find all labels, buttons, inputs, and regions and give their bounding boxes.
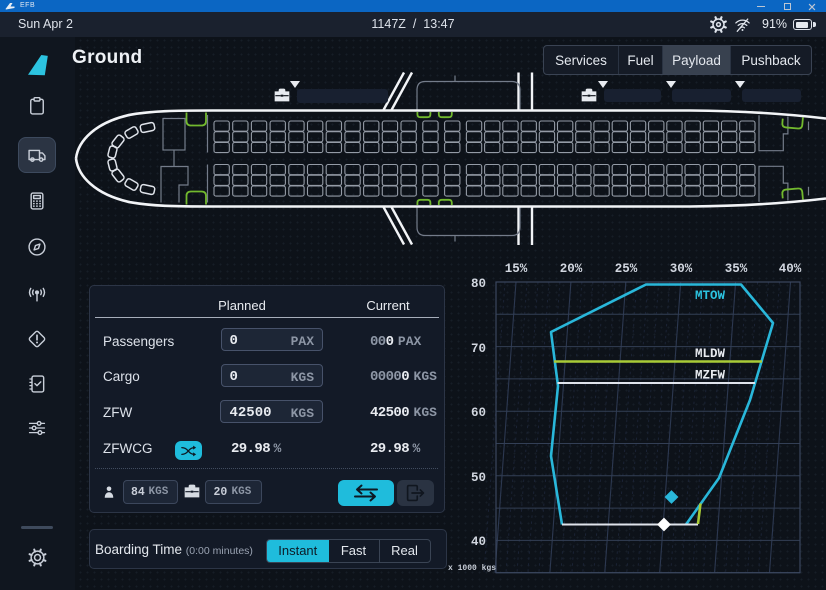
svg-text:MLDW: MLDW: [695, 347, 726, 361]
svg-text:35%: 35%: [725, 262, 748, 276]
svg-text:40%: 40%: [779, 262, 802, 276]
svg-text:20%: 20%: [560, 262, 583, 276]
svg-text:x 1000 kgs: x 1000 kgs: [448, 564, 496, 573]
svg-text:MTOW: MTOW: [695, 289, 726, 303]
svg-text:60: 60: [471, 406, 486, 420]
svg-text:MZFW: MZFW: [695, 369, 726, 383]
svg-text:70: 70: [471, 342, 486, 356]
svg-text:40: 40: [471, 535, 486, 549]
svg-text:15%: 15%: [505, 262, 528, 276]
svg-text:30%: 30%: [670, 262, 693, 276]
svg-text:25%: 25%: [615, 262, 638, 276]
svg-text:50: 50: [471, 471, 486, 485]
svg-text:80: 80: [471, 277, 486, 291]
